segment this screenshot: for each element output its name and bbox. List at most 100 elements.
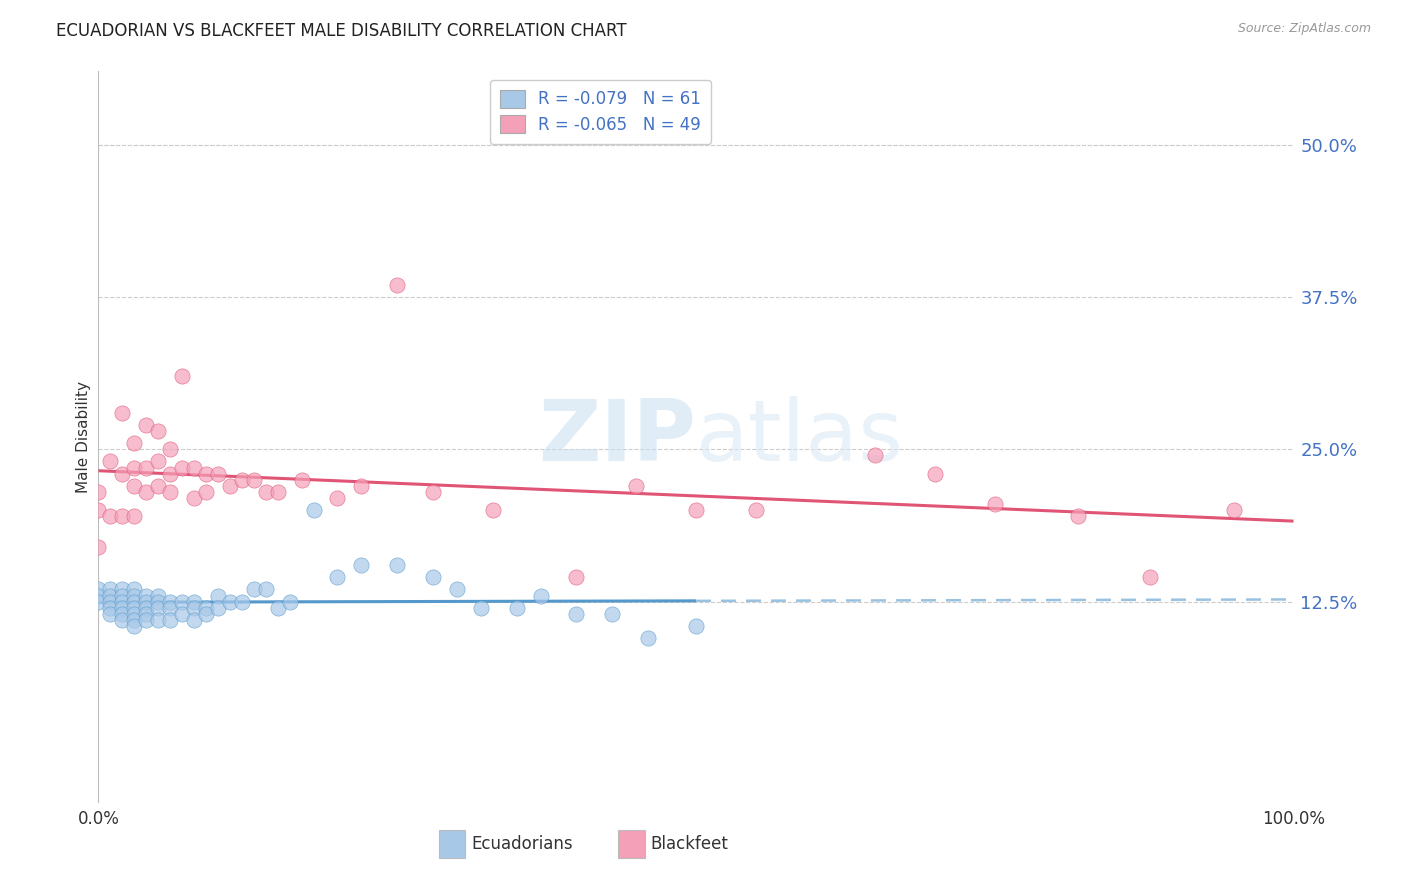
Point <box>124 600 146 615</box>
Point <box>195 607 218 621</box>
Point <box>111 589 134 603</box>
Point <box>124 607 146 621</box>
Point <box>148 613 170 627</box>
Point <box>172 607 194 621</box>
Point <box>111 467 134 481</box>
Point <box>87 503 110 517</box>
Text: atlas: atlas <box>696 395 904 479</box>
Point <box>111 607 134 621</box>
Point <box>326 491 349 505</box>
Point <box>124 460 146 475</box>
Point <box>124 619 146 633</box>
Point <box>446 582 468 597</box>
Point <box>195 467 218 481</box>
Point <box>87 594 110 608</box>
Point <box>350 558 373 573</box>
Point <box>148 589 170 603</box>
Point <box>745 503 768 517</box>
Point <box>87 485 110 500</box>
Point <box>87 540 110 554</box>
Point <box>565 570 588 584</box>
Point <box>98 594 122 608</box>
Point <box>924 467 946 481</box>
Point <box>183 491 205 505</box>
Point <box>231 473 253 487</box>
Point <box>87 582 110 597</box>
Point <box>565 607 588 621</box>
FancyBboxPatch shape <box>619 830 644 858</box>
Point <box>111 594 134 608</box>
Point <box>111 613 134 627</box>
Point <box>422 485 444 500</box>
Text: Blackfeet: Blackfeet <box>651 835 728 853</box>
Legend: R = -0.079   N = 61, R = -0.065   N = 49: R = -0.079 N = 61, R = -0.065 N = 49 <box>489 79 711 144</box>
Point <box>111 582 134 597</box>
Point <box>1067 509 1090 524</box>
Point <box>135 607 157 621</box>
Point <box>135 600 157 615</box>
Point <box>254 485 277 500</box>
Point <box>159 600 181 615</box>
FancyBboxPatch shape <box>439 830 465 858</box>
Point <box>124 509 146 524</box>
Y-axis label: Male Disability: Male Disability <box>76 381 91 493</box>
Point <box>219 594 242 608</box>
Point <box>124 594 146 608</box>
Point <box>159 613 181 627</box>
Point <box>148 424 170 438</box>
Point <box>148 454 170 468</box>
Point <box>685 619 707 633</box>
Point <box>172 369 194 384</box>
Point <box>135 460 157 475</box>
Text: ZIP: ZIP <box>538 395 696 479</box>
Point <box>135 613 157 627</box>
Point <box>626 479 648 493</box>
Point <box>291 473 314 487</box>
Point <box>530 589 553 603</box>
Point <box>98 509 122 524</box>
Point <box>267 600 290 615</box>
Point <box>1139 570 1161 584</box>
Point <box>124 436 146 450</box>
Point <box>111 600 134 615</box>
Point <box>326 570 349 584</box>
Point <box>148 479 170 493</box>
Point <box>135 589 157 603</box>
Point <box>124 613 146 627</box>
Point <box>219 479 242 493</box>
Point <box>865 448 887 462</box>
Point <box>98 582 122 597</box>
Point <box>98 607 122 621</box>
Point <box>159 467 181 481</box>
Point <box>98 589 122 603</box>
Point <box>98 454 122 468</box>
Point <box>685 503 707 517</box>
Text: ECUADORIAN VS BLACKFEET MALE DISABILITY CORRELATION CHART: ECUADORIAN VS BLACKFEET MALE DISABILITY … <box>56 22 627 40</box>
Point <box>135 417 157 432</box>
Point <box>385 558 409 573</box>
Point <box>98 600 122 615</box>
Point <box>183 460 205 475</box>
Point <box>111 509 134 524</box>
Point <box>148 594 170 608</box>
Point <box>148 600 170 615</box>
Point <box>159 594 181 608</box>
Text: Source: ZipAtlas.com: Source: ZipAtlas.com <box>1237 22 1371 36</box>
Point <box>172 460 194 475</box>
Point <box>984 497 1007 511</box>
Point <box>506 600 529 615</box>
Point <box>124 479 146 493</box>
Point <box>159 442 181 457</box>
Point <box>602 607 624 621</box>
Point <box>111 406 134 420</box>
Point <box>231 594 253 608</box>
Point <box>135 594 157 608</box>
Point <box>302 503 325 517</box>
Point <box>243 473 266 487</box>
Point <box>124 582 146 597</box>
Point <box>183 613 205 627</box>
Point <box>470 600 492 615</box>
Point <box>183 594 205 608</box>
Point <box>207 600 229 615</box>
Point <box>195 600 218 615</box>
